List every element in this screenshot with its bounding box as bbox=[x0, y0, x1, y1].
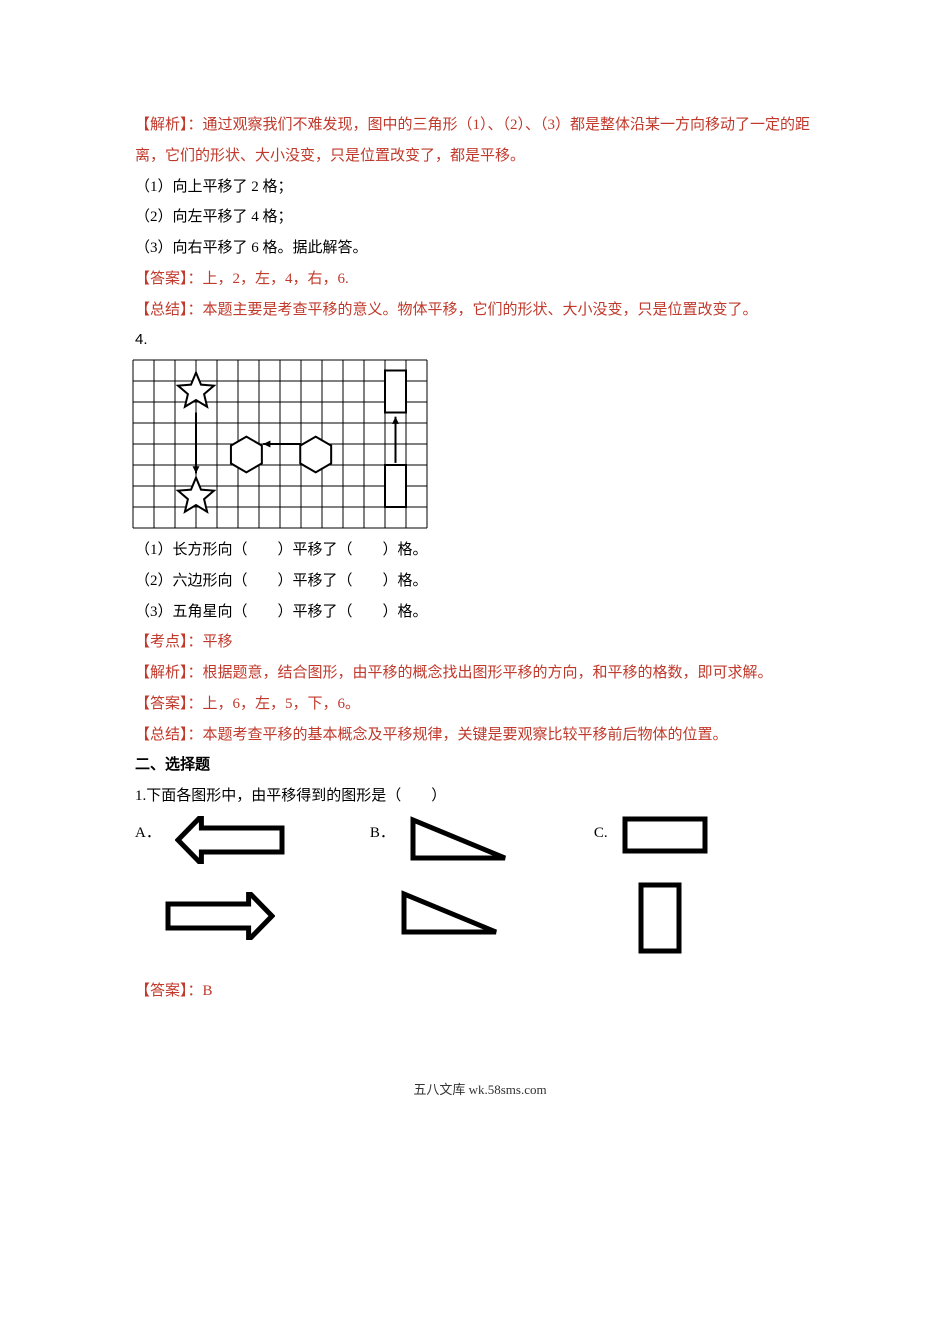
prev-item-1: （1）向上平移了 2 格； bbox=[135, 172, 825, 203]
prev-analysis: 【解析】：通过观察我们不难发现，图中的三角形（1）、（2）、（3）都是整体沿某一… bbox=[135, 110, 825, 172]
option-b-label: B． bbox=[370, 816, 395, 849]
prev-item-2: （2）向左平移了 4 格； bbox=[135, 202, 825, 233]
q4-answer: 【答案】：上，6，左，5，下，6。 bbox=[135, 689, 825, 720]
option-a: A． bbox=[135, 816, 285, 940]
rectangle-icon bbox=[622, 816, 708, 854]
page-content: 【解析】：通过观察我们不难发现，图中的三角形（1）、（2）、（3）都是整体沿某一… bbox=[0, 0, 950, 1143]
option-a-label: A． bbox=[135, 816, 161, 849]
q4-sub-3: （3）五角星向（ ）平移了（ ）格。 bbox=[135, 597, 825, 628]
prev-answer: 【答案】：上，2，左，4，右，6. bbox=[135, 264, 825, 295]
section2-heading: 二、选择题 bbox=[135, 750, 825, 781]
rectangle-icon bbox=[638, 882, 682, 954]
option-c-label: C. bbox=[594, 816, 608, 849]
q4-point: 【考点】：平移 bbox=[135, 627, 825, 658]
arrow-left-icon bbox=[175, 816, 285, 864]
q4-grid-figure bbox=[132, 359, 825, 529]
arrow-right-icon bbox=[165, 892, 275, 940]
s2q1-answer: 【答案】：B bbox=[135, 976, 825, 1007]
triangle-icon bbox=[409, 816, 509, 862]
option-c: C. bbox=[594, 816, 708, 954]
q4-analysis: 【解析】：根据题意，结合图形，由平移的概念找出图形平移的方向，和平移的格数，即可… bbox=[135, 658, 825, 689]
q4-summary: 【总结】：本题考查平移的基本概念及平移规律，关键是要观察比较平移前后物体的位置。 bbox=[135, 720, 825, 751]
s2q1-stem: 1.下面各图形中，由平移得到的图形是（ ） bbox=[135, 781, 825, 812]
triangle-icon bbox=[400, 890, 500, 936]
q4-number: 4. bbox=[135, 325, 825, 356]
option-b: B． bbox=[370, 816, 509, 936]
page-footer: 五八文库 wk.58sms.com bbox=[135, 1077, 825, 1104]
options-row: A． B． C. bbox=[135, 816, 825, 954]
q4-sub-1: （1）长方形向（ ）平移了（ ）格。 bbox=[135, 535, 825, 566]
prev-item-3: （3）向右平移了 6 格。据此解答。 bbox=[135, 233, 825, 264]
q4-sub-2: （2）六边形向（ ）平移了（ ）格。 bbox=[135, 566, 825, 597]
prev-summary: 【总结】：本题主要是考查平移的意义。物体平移，它们的形状、大小没变，只是位置改变… bbox=[135, 295, 825, 326]
